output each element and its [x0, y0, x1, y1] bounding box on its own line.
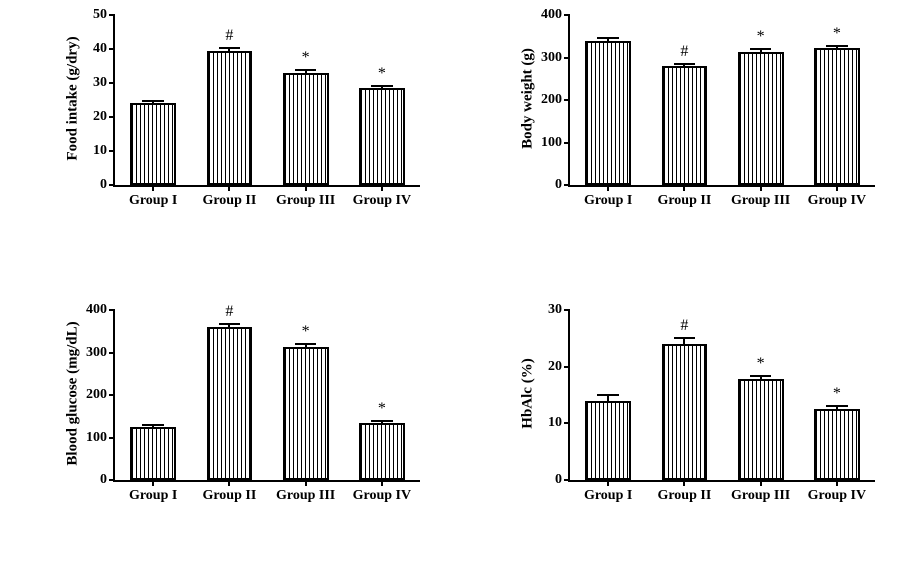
- x-tick-label: Group IV: [353, 480, 411, 504]
- bar: [738, 379, 784, 480]
- error-cap: [295, 343, 316, 345]
- significance-marker: *: [378, 400, 386, 418]
- x-tick-label: Group III: [276, 480, 335, 504]
- bar: [814, 409, 860, 480]
- y-axis-label: Food intake (g/dry): [65, 14, 82, 184]
- x-tick-label: Group II: [657, 185, 711, 209]
- error-cap: [674, 63, 695, 65]
- error-cap: [371, 420, 392, 422]
- bar: [585, 41, 631, 185]
- error-cap: [597, 394, 618, 396]
- bar: [283, 347, 329, 480]
- x-tick-label: Group I: [584, 480, 632, 504]
- error-cap: [219, 323, 240, 325]
- y-tick-label: 400: [541, 7, 570, 23]
- x-tick-label: Group III: [731, 480, 790, 504]
- y-tick-label: 0: [100, 472, 115, 488]
- y-axis-label: Blood glucose (mg/dL): [65, 309, 82, 479]
- y-tick-label: 300: [86, 345, 115, 361]
- error-cap: [142, 424, 163, 426]
- panel-hba1c: 0 10 20 30 Group I # Group II * Group III * Group …: [500, 300, 900, 535]
- y-tick-label: 50: [93, 7, 115, 23]
- error-cap: [142, 100, 163, 102]
- x-tick-label: Group III: [276, 185, 335, 209]
- plot-area: 0100200300400Group I#Group II*Group III*…: [568, 15, 875, 187]
- y-axis-label: Body weight (g): [520, 14, 537, 184]
- x-tick-label: Group III: [731, 185, 790, 209]
- plot-area: 01020304050Group I#Group II*Group III*Gr…: [113, 15, 420, 187]
- error-cap: [826, 45, 847, 47]
- x-tick-label: Group I: [129, 480, 177, 504]
- figure-page: 0 10 20 30 40 50 Group I # Group II * Group III * Gr…: [0, 0, 917, 564]
- y-tick-label: 200: [86, 387, 115, 403]
- y-tick-label: 100: [541, 135, 570, 151]
- bar: [814, 48, 860, 185]
- bar: [283, 73, 329, 185]
- significance-marker: *: [757, 28, 765, 46]
- error-cap: [826, 405, 847, 407]
- error-cap: [750, 48, 771, 50]
- bar: [585, 401, 631, 480]
- significance-marker: #: [225, 27, 233, 45]
- significance-marker: #: [680, 43, 688, 61]
- error-cap: [219, 47, 240, 49]
- y-tick-label: 100: [86, 430, 115, 446]
- error-cap: [750, 375, 771, 377]
- y-tick-label: 20: [93, 109, 115, 125]
- significance-marker: *: [378, 65, 386, 83]
- bar: [662, 344, 708, 480]
- x-tick-label: Group I: [584, 185, 632, 209]
- significance-marker: *: [833, 385, 841, 403]
- bar: [130, 427, 176, 480]
- error-cap: [597, 37, 618, 39]
- x-tick-label: Group II: [657, 480, 711, 504]
- significance-marker: *: [302, 49, 310, 67]
- significance-marker: *: [757, 355, 765, 373]
- panel-food_intake: 0 10 20 30 40 50 Group I # Group II * Group III * Gr…: [45, 5, 445, 240]
- significance-marker: #: [680, 317, 688, 335]
- bar: [359, 88, 405, 185]
- bar: [130, 103, 176, 185]
- panel-blood_glucose: 0 100 200 300 400 Group I # Group II * Group III *…: [45, 300, 445, 535]
- y-tick-label: 0: [555, 177, 570, 193]
- y-tick-label: 30: [93, 75, 115, 91]
- bar: [207, 51, 253, 185]
- plot-area: 0102030Group I#Group II*Group III*Group …: [568, 310, 875, 482]
- significance-marker: #: [225, 303, 233, 321]
- bar: [359, 423, 405, 480]
- x-tick-label: Group II: [202, 480, 256, 504]
- x-tick-label: Group II: [202, 185, 256, 209]
- significance-marker: *: [302, 323, 310, 341]
- y-tick-label: 40: [93, 41, 115, 57]
- y-axis-label: HbAlc (%): [520, 309, 537, 479]
- bar: [207, 327, 253, 480]
- y-tick-label: 30: [548, 302, 570, 318]
- y-tick-label: 0: [100, 177, 115, 193]
- error-cap: [295, 69, 316, 71]
- y-tick-label: 400: [86, 302, 115, 318]
- y-tick-label: 0: [555, 472, 570, 488]
- plot-area: 0100200300400Group I#Group II*Group III*…: [113, 310, 420, 482]
- significance-marker: *: [833, 25, 841, 43]
- x-tick-label: Group IV: [808, 185, 866, 209]
- x-tick-label: Group IV: [353, 185, 411, 209]
- y-tick-label: 10: [548, 415, 570, 431]
- y-tick-label: 20: [548, 359, 570, 375]
- y-tick-label: 300: [541, 50, 570, 66]
- x-tick-label: Group I: [129, 185, 177, 209]
- y-tick-label: 200: [541, 92, 570, 108]
- panel-body_weight: 0 100 200 300 400 Group I # Group II * Group III *…: [500, 5, 900, 240]
- x-tick-label: Group IV: [808, 480, 866, 504]
- error-cap: [371, 85, 392, 87]
- bar: [738, 52, 784, 185]
- error-cap: [674, 337, 695, 339]
- y-tick-label: 10: [93, 143, 115, 159]
- bar: [662, 66, 708, 185]
